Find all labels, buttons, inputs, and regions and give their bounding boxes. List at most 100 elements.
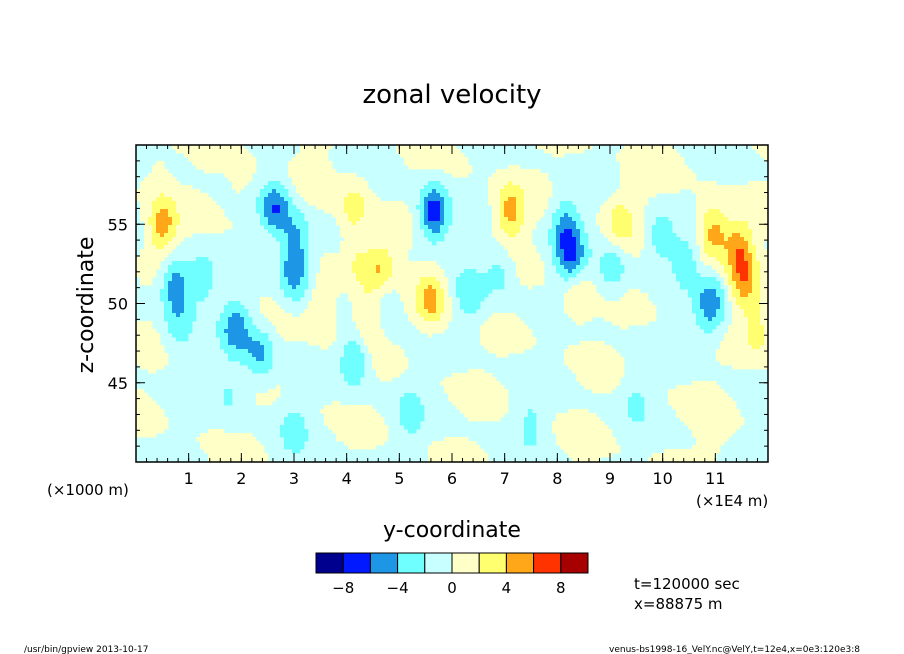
field-cell bbox=[356, 177, 361, 182]
field-cell bbox=[648, 309, 653, 314]
field-cell bbox=[428, 297, 433, 302]
field-cell bbox=[168, 237, 173, 242]
field-cell bbox=[752, 289, 757, 294]
field-cell bbox=[376, 297, 381, 302]
field-cell bbox=[708, 257, 713, 262]
field-cell bbox=[156, 209, 161, 214]
field-cell bbox=[620, 197, 625, 202]
field-cell bbox=[620, 233, 625, 238]
field-cell bbox=[420, 269, 425, 274]
field-cell bbox=[348, 257, 353, 262]
field-cell bbox=[400, 269, 405, 274]
field-cell bbox=[636, 253, 641, 258]
field-cell bbox=[284, 197, 289, 202]
field-cell bbox=[348, 293, 353, 298]
field-cell bbox=[532, 185, 537, 190]
field-cell bbox=[600, 265, 605, 270]
field-cell bbox=[676, 161, 681, 166]
field-cell bbox=[252, 365, 257, 370]
field-cell bbox=[296, 281, 301, 286]
field-cell bbox=[656, 165, 661, 170]
field-cell bbox=[480, 341, 485, 346]
field-cell bbox=[296, 285, 301, 290]
field-cell bbox=[736, 233, 741, 238]
field-cell bbox=[560, 149, 565, 154]
field-cell bbox=[248, 365, 253, 370]
field-cell bbox=[556, 253, 561, 258]
field-cell bbox=[188, 201, 193, 206]
field-cell bbox=[376, 309, 381, 314]
field-cell bbox=[500, 337, 505, 342]
field-cell bbox=[692, 293, 697, 298]
field-cell bbox=[360, 237, 365, 242]
field-cell bbox=[740, 337, 745, 342]
field-cell bbox=[380, 361, 385, 366]
field-cell bbox=[408, 221, 413, 226]
field-cell bbox=[500, 269, 505, 274]
field-cell bbox=[152, 225, 157, 230]
field-cell bbox=[408, 289, 413, 294]
field-cell bbox=[364, 229, 369, 234]
field-cell bbox=[476, 381, 481, 386]
field-cell bbox=[360, 269, 365, 274]
field-cell bbox=[256, 357, 261, 362]
field-cell bbox=[624, 221, 629, 226]
field-cell bbox=[324, 293, 329, 298]
field-cell bbox=[280, 265, 285, 270]
field-cell bbox=[500, 233, 505, 238]
field-cell bbox=[700, 285, 705, 290]
field-cell bbox=[372, 325, 377, 330]
field-cell bbox=[740, 241, 745, 246]
field-cell bbox=[192, 229, 197, 234]
field-cell bbox=[580, 237, 585, 242]
field-cell bbox=[748, 361, 753, 366]
field-cell bbox=[408, 273, 413, 278]
field-cell bbox=[636, 237, 641, 242]
field-cell bbox=[492, 333, 497, 338]
field-cell bbox=[152, 349, 157, 354]
field-cell bbox=[164, 297, 169, 302]
field-cell bbox=[484, 293, 489, 298]
field-cell bbox=[560, 213, 565, 218]
field-cell bbox=[748, 221, 753, 226]
field-cell bbox=[460, 153, 465, 158]
field-cell bbox=[340, 173, 345, 178]
field-cell bbox=[544, 181, 549, 186]
field-cell bbox=[764, 233, 768, 238]
field-cell bbox=[308, 201, 313, 206]
field-cell bbox=[312, 297, 317, 302]
field-cell bbox=[392, 241, 397, 246]
field-cell bbox=[180, 197, 185, 202]
field-cell bbox=[728, 325, 733, 330]
field-cell bbox=[524, 169, 529, 174]
field-cell bbox=[152, 221, 157, 226]
field-cell bbox=[744, 281, 749, 286]
field-cell bbox=[324, 145, 329, 150]
field-cell bbox=[372, 365, 377, 370]
field-cell bbox=[636, 145, 641, 150]
field-cell bbox=[576, 321, 581, 326]
field-cell bbox=[160, 241, 165, 246]
field-cell bbox=[736, 229, 741, 234]
field-cell bbox=[692, 261, 697, 266]
field-cell bbox=[316, 169, 321, 174]
field-cell bbox=[520, 337, 525, 342]
field-cell bbox=[160, 205, 165, 210]
field-cell bbox=[472, 293, 477, 298]
field-cell bbox=[156, 201, 161, 206]
field-cell bbox=[328, 273, 333, 278]
field-cell bbox=[464, 381, 469, 386]
field-cell bbox=[356, 225, 361, 230]
field-cell bbox=[484, 377, 489, 382]
field-cell bbox=[284, 189, 289, 194]
field-cell bbox=[408, 301, 413, 306]
field-cell bbox=[248, 345, 253, 350]
field-cell bbox=[744, 201, 749, 206]
field-cell bbox=[740, 233, 745, 238]
field-cell bbox=[716, 321, 721, 326]
field-cell bbox=[244, 349, 249, 354]
field-cell bbox=[148, 269, 153, 274]
field-cell bbox=[164, 361, 169, 366]
field-cell bbox=[760, 149, 765, 154]
field-cell bbox=[692, 173, 697, 178]
